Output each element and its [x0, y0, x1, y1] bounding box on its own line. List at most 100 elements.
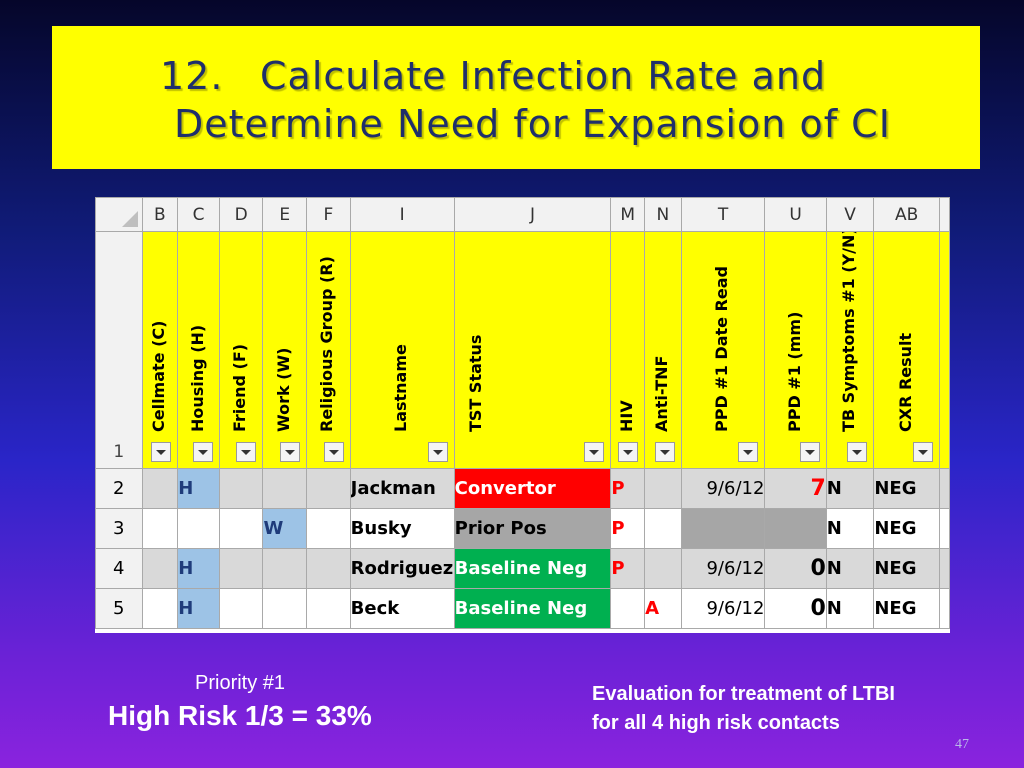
cell-ppd-mm[interactable]: 7 [764, 468, 827, 509]
col-letter-f[interactable]: F [306, 197, 351, 232]
title-number: 12. [160, 54, 224, 98]
row-number[interactable]: 5 [95, 588, 143, 629]
slide-title: 12. Calculate Infection Rate and Determin… [52, 26, 980, 169]
filter-dropdown-icon[interactable] [427, 442, 448, 462]
cell-hiv[interactable]: P [610, 548, 646, 589]
evaluation-line-1: Evaluation for treatment of LTBI [592, 683, 895, 705]
filter-dropdown-icon[interactable] [654, 442, 675, 462]
cell-lastname[interactable]: Beck [349, 588, 455, 629]
filter-dropdown-icon[interactable] [192, 442, 213, 462]
header-cellmate-label: Cellmate (C) [148, 320, 168, 432]
row-number[interactable]: 2 [95, 468, 143, 509]
cell-ppd-mm[interactable]: 0 [764, 588, 827, 629]
cell-hiv[interactable]: P [610, 508, 646, 549]
col-letter-b[interactable]: B [141, 197, 179, 232]
cell-hiv[interactable] [610, 588, 646, 629]
filter-dropdown-icon[interactable] [799, 442, 820, 462]
cell-ppd-date[interactable]: 9/6/12 [680, 548, 766, 589]
col-letter-u[interactable]: U [764, 197, 827, 232]
cell-cellmate[interactable] [141, 588, 179, 629]
col-letter-i[interactable]: I [349, 197, 455, 232]
title-line-1: 12. Calculate Infection Rate and [52, 52, 980, 100]
select-all-corner[interactable] [95, 197, 143, 232]
cell-cxr[interactable]: NEG [873, 548, 941, 589]
header-religious-label: Religious Group (R) [317, 256, 337, 432]
cell-cxr[interactable]: NEG [873, 468, 941, 509]
filter-dropdown-icon[interactable] [618, 442, 639, 462]
cell-overflow [939, 508, 950, 549]
cell-anti-tnf[interactable]: A [644, 588, 682, 629]
cell-tb-symptoms[interactable]: N [825, 468, 875, 509]
cell-religious[interactable] [306, 588, 351, 629]
col-letter-d[interactable]: D [218, 197, 264, 232]
cell-cxr[interactable]: NEG [873, 508, 941, 549]
cell-ppd-mm[interactable] [764, 508, 827, 549]
cell-tst-status[interactable]: Convertor [453, 468, 612, 509]
cell-ppd-date[interactable] [680, 508, 766, 549]
filter-dropdown-icon[interactable] [847, 442, 868, 462]
cell-religious[interactable] [306, 468, 351, 509]
cell-lastname[interactable]: Jackman [349, 468, 455, 509]
row-number[interactable]: 4 [95, 548, 143, 589]
header-overflow [939, 231, 950, 469]
cell-lastname[interactable]: Busky [349, 508, 455, 549]
col-letter-v[interactable]: V [825, 197, 875, 232]
cell-friend[interactable] [218, 468, 264, 509]
cell-tb-symptoms[interactable]: N [825, 588, 875, 629]
title-line-2: Determine Need for Expansion of CI [174, 102, 891, 146]
cell-cellmate[interactable] [141, 508, 179, 549]
cell-housing[interactable] [177, 508, 220, 549]
cell-tb-symptoms[interactable]: N [825, 508, 875, 549]
priority-label: Priority #1 [195, 672, 286, 694]
cell-tst-status[interactable]: Baseline Neg [453, 588, 612, 629]
col-letter-t[interactable]: T [680, 197, 766, 232]
filter-dropdown-icon[interactable] [236, 442, 257, 462]
col-letter-e[interactable]: E [262, 197, 308, 232]
col-letter-j[interactable]: J [453, 197, 612, 232]
cell-ppd-date[interactable]: 9/6/12 [680, 468, 766, 509]
header-tst-label: TST Status [465, 334, 485, 432]
cell-tst-status[interactable]: Prior Pos [453, 508, 612, 549]
row-number-1[interactable]: 1 [95, 231, 143, 469]
cell-friend[interactable] [218, 548, 264, 589]
cell-friend[interactable] [218, 508, 264, 549]
cell-anti-tnf[interactable] [644, 468, 682, 509]
filter-dropdown-icon[interactable] [280, 442, 301, 462]
filter-dropdown-icon[interactable] [323, 442, 344, 462]
cell-tb-symptoms[interactable]: N [825, 548, 875, 589]
cell-work[interactable]: W [262, 508, 308, 549]
cell-hiv[interactable]: P [610, 468, 646, 509]
col-letter-m[interactable]: M [610, 197, 646, 232]
header-work-label: Work (W) [273, 347, 293, 432]
cell-cellmate[interactable] [141, 468, 179, 509]
spreadsheet-table: B C D E F I J M N T U V AB 1 Cellmate (C… [95, 197, 950, 629]
cell-cellmate[interactable] [141, 548, 179, 589]
cell-cxr[interactable]: NEG [873, 588, 941, 629]
cell-lastname[interactable]: Rodriguez [349, 548, 455, 589]
cell-tst-status[interactable]: Baseline Neg [453, 548, 612, 589]
row-number[interactable]: 3 [95, 508, 143, 549]
cell-work[interactable] [262, 548, 308, 589]
cell-work[interactable] [262, 468, 308, 509]
header-tb-symptoms-label: TB Symptoms #1 (Y/N) [839, 231, 859, 433]
col-letter-n[interactable]: N [644, 197, 682, 232]
cell-housing[interactable]: H [177, 588, 220, 629]
cell-work[interactable] [262, 588, 308, 629]
cell-anti-tnf[interactable] [644, 508, 682, 549]
cell-anti-tnf[interactable] [644, 548, 682, 589]
filter-dropdown-icon[interactable] [913, 442, 934, 462]
cell-overflow [939, 588, 950, 629]
cell-ppd-date[interactable]: 9/6/12 [680, 588, 766, 629]
filter-dropdown-icon[interactable] [738, 442, 759, 462]
cell-housing[interactable]: H [177, 548, 220, 589]
header-lastname-label: Lastname [391, 344, 411, 432]
col-letter-c[interactable]: C [177, 197, 220, 232]
cell-friend[interactable] [218, 588, 264, 629]
cell-housing[interactable]: H [177, 468, 220, 509]
cell-ppd-mm[interactable]: 0 [764, 548, 827, 589]
filter-dropdown-icon[interactable] [151, 442, 172, 462]
col-letter-ab[interactable]: AB [873, 197, 941, 232]
filter-dropdown-icon[interactable] [584, 442, 605, 462]
cell-religious[interactable] [306, 508, 351, 549]
cell-religious[interactable] [306, 548, 351, 589]
